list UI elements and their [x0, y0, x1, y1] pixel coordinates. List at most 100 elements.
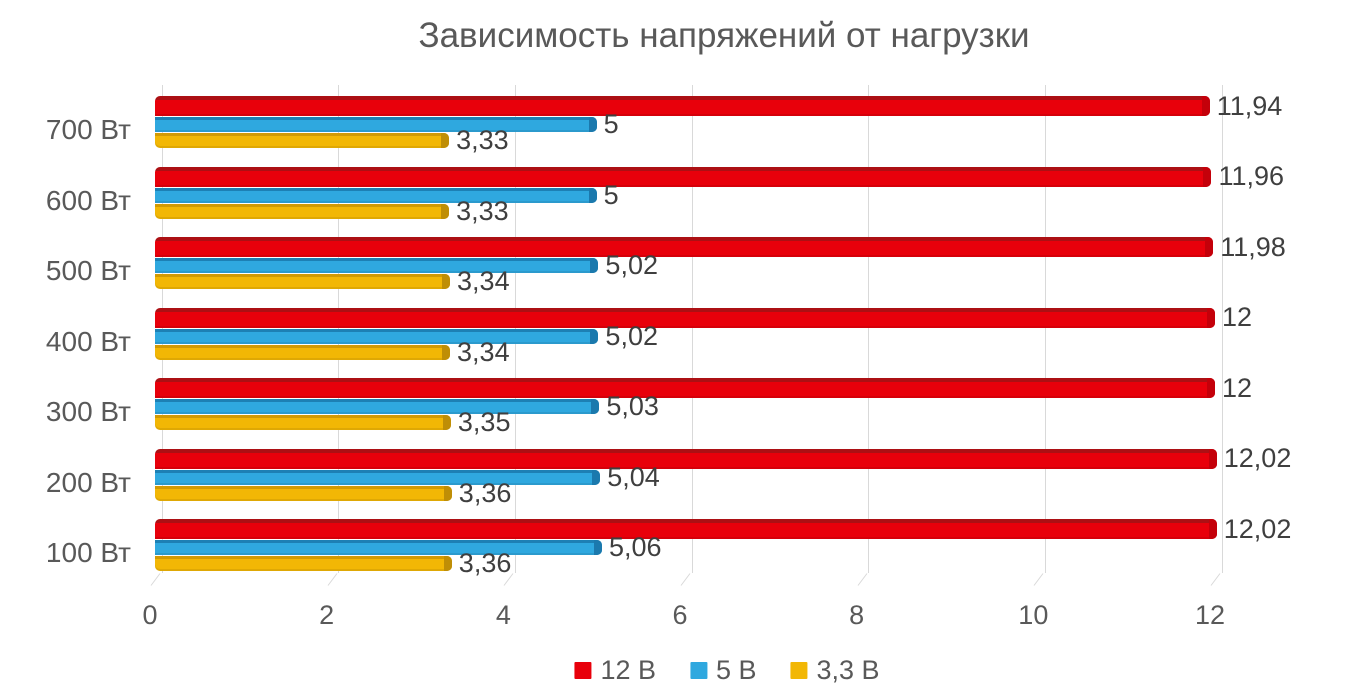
x-axis-tick-label: 12	[1194, 600, 1226, 630]
bar-line: 5,03	[155, 393, 1215, 420]
y-axis-category-label: 200 Вт	[45, 466, 131, 498]
bar-line: 5,06	[155, 534, 1215, 561]
chart-title: Зависимость напряжений от нагрузки	[418, 16, 1030, 55]
bar-value-label: 3,33	[456, 125, 509, 155]
gridline	[1044, 85, 1046, 573]
bar-value-label: 3,36	[458, 477, 512, 508]
bar-value-label: 11,98	[1220, 231, 1286, 262]
bar-line: 12	[155, 304, 1252, 331]
legend-label: 3,3 В	[816, 655, 880, 685]
legend-swatch-icon	[790, 662, 808, 679]
bar-value-label: 5	[603, 179, 619, 210]
bar-series-0	[155, 448, 1217, 469]
gridline	[691, 85, 693, 573]
x-axis-tick-label: 8	[849, 600, 865, 630]
bar-value-label: 5,06	[608, 532, 662, 562]
bar-group: 11,96 5 3,33	[155, 156, 1284, 227]
bar-line: 3,34	[155, 338, 1215, 365]
bar-rows: 11,94 5 3,33 11,96 5 3,33 11,98 5,02 3,34 12 5,02 3…	[155, 85, 1291, 577]
x-axis-tick-label: 10	[1018, 600, 1049, 630]
legend-item-2: 3,3 В	[790, 655, 880, 686]
bar-value-label: 3,36	[458, 548, 512, 578]
y-axis-category-label: 100 Вт	[45, 537, 131, 568]
bar-series-2	[155, 556, 452, 571]
bar-line: 3,34	[155, 268, 1215, 295]
bar-line: 5	[155, 181, 1215, 208]
bar-value-label: 3,35	[457, 407, 511, 437]
legend-swatch-icon	[689, 662, 707, 679]
bar-line: 12,02	[155, 515, 1291, 542]
bar-group: 12 5,02 3,34	[155, 297, 1252, 368]
bar-value-label: 5,03	[606, 391, 659, 421]
bar-line: 3,33	[155, 197, 1215, 224]
bar-group: 12,02 5,04 3,36	[155, 438, 1291, 509]
bar-line: 5,02	[155, 252, 1215, 279]
y-axis-category-label: 400 Вт	[45, 325, 131, 357]
bar-value-label: 12	[1222, 372, 1253, 403]
bar-series-1	[155, 399, 600, 414]
bar-value-label: 5,02	[605, 250, 658, 280]
bar-value-label: 3,34	[457, 266, 510, 296]
x-axis-tick-label: 2	[319, 600, 335, 630]
bar-line: 12	[155, 374, 1252, 401]
bar-group: 11,98 5,02 3,34	[155, 226, 1286, 297]
legend-label: 12 В	[600, 655, 656, 685]
bar-line: 5	[155, 111, 1215, 138]
bar-series-1	[155, 187, 597, 203]
gridline	[868, 85, 870, 573]
legend: 12 В 5 В 3,3 В	[574, 655, 880, 686]
bar-series-1	[155, 258, 599, 273]
bar-line: 11,96	[155, 163, 1284, 190]
bar-series-2	[155, 133, 450, 148]
bar-line: 3,35	[155, 409, 1215, 436]
legend-item-1: 5 В	[689, 655, 757, 686]
y-axis-category-label: 700 Вт	[45, 114, 131, 145]
y-axis-category-label: 300 Вт	[45, 396, 131, 427]
bar-value-label: 5,04	[607, 461, 660, 492]
bar-line: 11,94	[155, 92, 1282, 119]
bar-group: 12 5,03 3,35	[155, 367, 1252, 438]
bar-value-label: 3,34	[457, 336, 510, 367]
bar-line: 5,02	[155, 322, 1215, 349]
y-axis-category-label: 600 Вт	[45, 184, 131, 216]
y-axis-labels: 700 Вт 600 Вт 500 Вт 400 Вт 300 Вт 200 Вт 100 …	[0, 85, 131, 573]
bar-series-2	[155, 274, 451, 289]
gridline	[1221, 85, 1223, 573]
bar-group: 12,02 5,06 3,36	[155, 508, 1291, 579]
bar-series-2	[155, 203, 450, 219]
bar-series-0	[155, 519, 1217, 539]
legend-item-0: 12 В	[574, 655, 656, 686]
bar-series-1	[155, 540, 602, 555]
legend-swatch-icon	[574, 662, 592, 679]
bar-value-label: 3,33	[456, 195, 509, 226]
bar-line: 3,36	[155, 479, 1215, 506]
bar-group: 11,94 5 3,33	[155, 85, 1282, 156]
x-axis-tick-label: 6	[672, 600, 688, 630]
bar-series-1	[155, 469, 601, 485]
bar-series-0	[155, 166, 1212, 187]
bar-value-label: 5	[603, 109, 619, 139]
x-axis-tick-label: 0	[142, 600, 158, 630]
bar-line: 12,02	[155, 445, 1291, 472]
bar-value-label: 11,96	[1218, 161, 1285, 191]
bar-line: 3,33	[155, 127, 1215, 154]
y-axis-category-label: 500 Вт	[45, 255, 131, 286]
bar-series-1	[155, 117, 597, 132]
legend-label: 5 В	[715, 655, 757, 685]
bar-series-0	[155, 96, 1210, 116]
bar-value-label: 12,02	[1223, 443, 1292, 473]
bar-line: 3,36	[155, 550, 1215, 577]
x-axis-labels: 0 2 4 6 8 10 12	[142, 600, 1226, 632]
bar-value-label: 11,94	[1216, 90, 1283, 121]
bar-value-label: 12	[1222, 302, 1253, 332]
x-axis-tick-label: 4	[495, 600, 511, 630]
bar-value-label: 5,02	[605, 320, 658, 351]
bar-series-2	[155, 415, 451, 430]
bar-series-1	[155, 328, 599, 344]
bar-series-2	[155, 344, 451, 360]
bar-value-label: 12,02	[1223, 513, 1292, 544]
bar-series-2	[155, 485, 452, 501]
bar-series-0	[155, 307, 1215, 328]
bar-series-0	[155, 237, 1214, 257]
